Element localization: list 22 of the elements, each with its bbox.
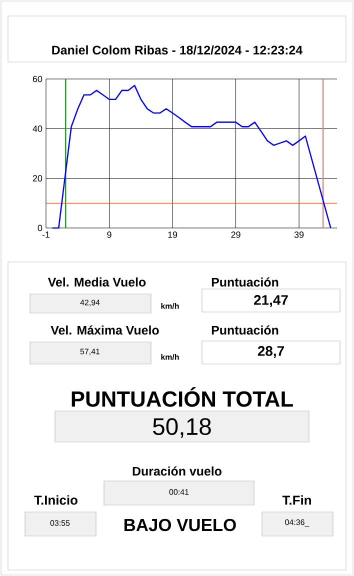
chart-subtitle: Daniel Colom Ribas - 18/12/2024 - 12:23:24 (52, 45, 303, 55)
y-tick-label: 20 (32, 175, 42, 182)
y-tick-label: 0 (38, 224, 42, 232)
x-tick-label: 29 (231, 232, 240, 238)
x-tick-label: 19 (168, 232, 178, 238)
text: 21,47 (254, 295, 288, 307)
text: PUNTUACIÓN TOTAL (72, 387, 293, 407)
text: 28,7 (258, 346, 284, 358)
text: Puntuación (212, 277, 278, 287)
text: T.Fin (282, 495, 311, 505)
text: BAJO VUELO (124, 518, 236, 532)
x-tick-label: -1 (42, 232, 50, 238)
text: Duración vuelo (132, 466, 222, 476)
text: Vel. Media Vuelo (48, 277, 146, 287)
y-tick-label: 40 (32, 125, 42, 132)
text: T.Inicio (34, 495, 78, 505)
y-tick-label: 60 (32, 76, 42, 82)
text: Puntuación (212, 325, 278, 335)
x-tick-label: 39 (294, 232, 304, 238)
x-tick-label: 9 (107, 232, 112, 238)
text: 50,18 (153, 418, 211, 438)
text: Vel. Máxima Vuelo (50, 325, 159, 335)
